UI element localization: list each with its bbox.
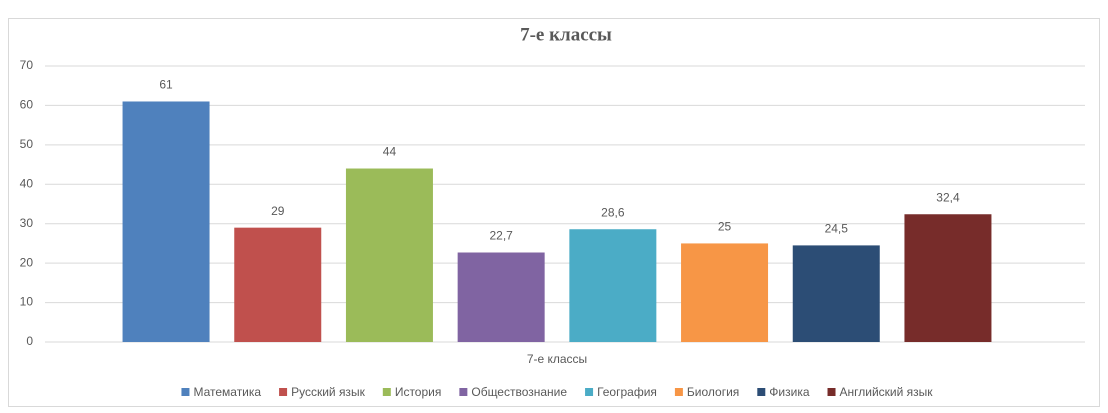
y-tick-label: 70 (20, 58, 34, 72)
bar (569, 229, 657, 342)
legend-swatch (181, 388, 190, 396)
legend-label: История (395, 385, 442, 399)
legend-label: География (597, 385, 657, 399)
data-label: 29 (271, 204, 285, 218)
legend-label: Обществознание (471, 385, 567, 399)
legend-swatch (279, 388, 288, 396)
y-tick-label: 40 (20, 176, 34, 190)
legend-swatch (459, 388, 468, 396)
y-tick-label: 10 (20, 295, 34, 309)
legend-label: Математика (193, 385, 261, 399)
bar (792, 245, 880, 342)
x-tick-label: 7-е классы (527, 352, 587, 366)
legend-swatch (382, 388, 391, 396)
legend-swatch (585, 388, 594, 396)
legend-swatch (674, 388, 683, 396)
legend-label: Русский язык (291, 385, 365, 399)
y-tick-label: 30 (20, 216, 34, 230)
legend-label: Физика (769, 385, 810, 399)
legend-label: Английский язык (840, 385, 934, 399)
data-label: 44 (383, 145, 397, 159)
data-label: 22,7 (489, 229, 513, 243)
bar (904, 214, 992, 342)
data-label: 25 (718, 220, 732, 234)
bar (122, 101, 210, 342)
data-label: 32,4 (936, 190, 960, 204)
legend-label: Биология (687, 385, 739, 399)
data-label: 61 (159, 78, 173, 92)
bar (234, 227, 322, 342)
y-tick-label: 20 (20, 255, 34, 269)
legend-swatch (827, 388, 836, 396)
legend-swatch (757, 388, 766, 396)
bar (457, 252, 545, 342)
data-label: 24,5 (825, 222, 849, 236)
bar (345, 168, 433, 342)
data-label: 28,6 (601, 205, 625, 219)
y-tick-label: 0 (26, 334, 33, 348)
chart-title: 7-е классы (520, 24, 612, 45)
y-tick-label: 50 (20, 137, 34, 151)
bar (681, 243, 769, 342)
y-tick-label: 60 (20, 98, 34, 112)
